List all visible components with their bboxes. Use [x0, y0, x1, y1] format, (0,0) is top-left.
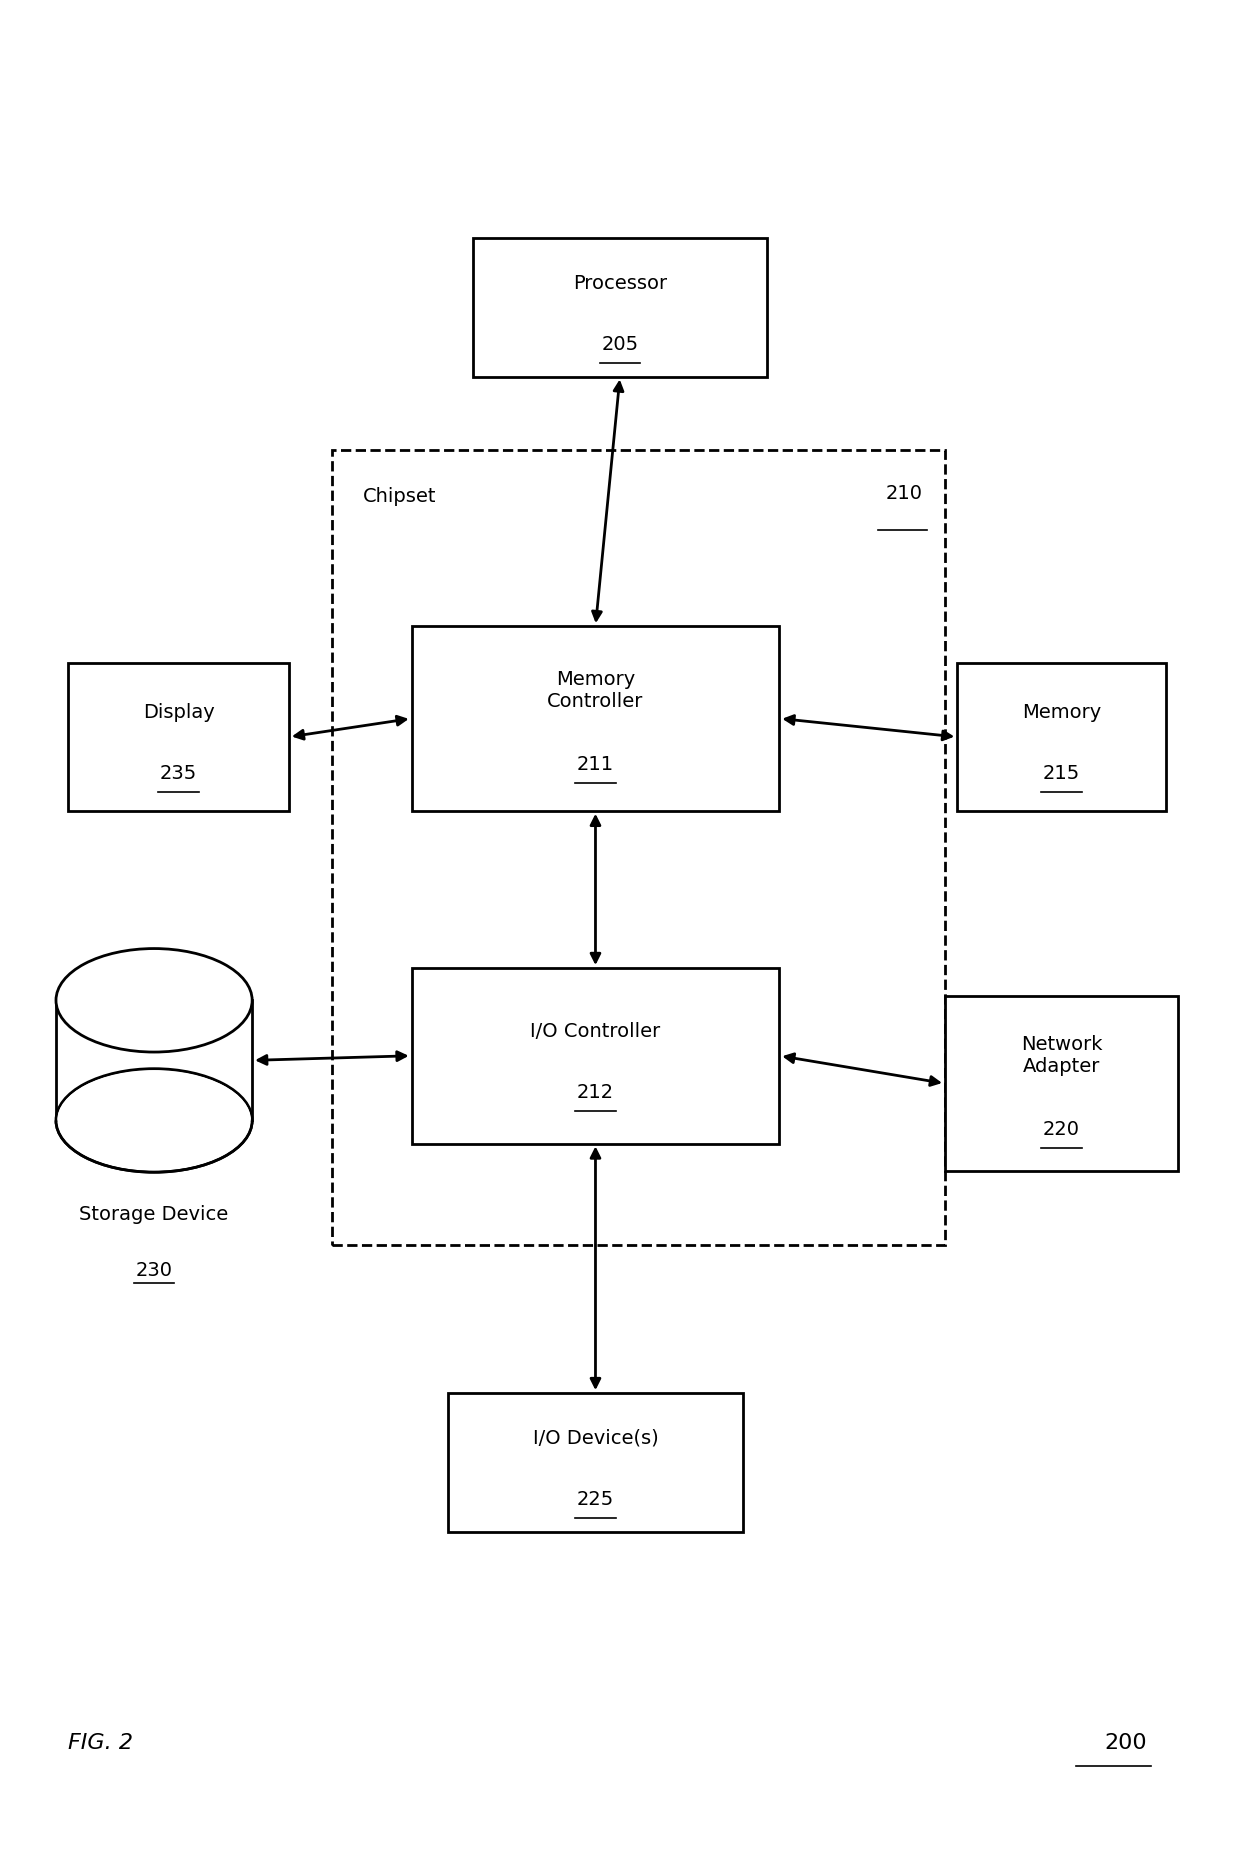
FancyBboxPatch shape [68, 663, 289, 810]
Ellipse shape [57, 1071, 250, 1171]
Text: Memory: Memory [1022, 704, 1101, 722]
FancyBboxPatch shape [412, 968, 780, 1143]
Text: Network
Adapter: Network Adapter [1021, 1035, 1102, 1076]
FancyBboxPatch shape [56, 1000, 252, 1121]
FancyBboxPatch shape [412, 626, 780, 810]
Text: I/O Device(s): I/O Device(s) [533, 1428, 658, 1449]
FancyBboxPatch shape [449, 1393, 743, 1532]
Text: 235: 235 [160, 765, 197, 784]
Text: Memory
Controller: Memory Controller [547, 670, 644, 711]
Text: 225: 225 [577, 1490, 614, 1508]
Text: 200: 200 [1105, 1734, 1147, 1754]
Text: 220: 220 [1043, 1121, 1080, 1140]
Text: 230: 230 [135, 1261, 172, 1279]
Text: Processor: Processor [573, 274, 667, 292]
Text: Storage Device: Storage Device [79, 1205, 228, 1225]
FancyBboxPatch shape [332, 451, 945, 1246]
Text: 211: 211 [577, 756, 614, 775]
Text: Chipset: Chipset [362, 488, 436, 506]
Text: I/O Controller: I/O Controller [531, 1022, 661, 1041]
Ellipse shape [56, 948, 252, 1052]
FancyBboxPatch shape [957, 663, 1166, 810]
FancyBboxPatch shape [472, 238, 768, 376]
FancyBboxPatch shape [945, 996, 1178, 1171]
Text: Display: Display [143, 704, 215, 722]
Text: 215: 215 [1043, 765, 1080, 784]
Text: FIG. 2: FIG. 2 [68, 1734, 133, 1754]
Text: 210: 210 [885, 484, 923, 503]
Text: 212: 212 [577, 1084, 614, 1102]
Text: 205: 205 [601, 335, 639, 354]
